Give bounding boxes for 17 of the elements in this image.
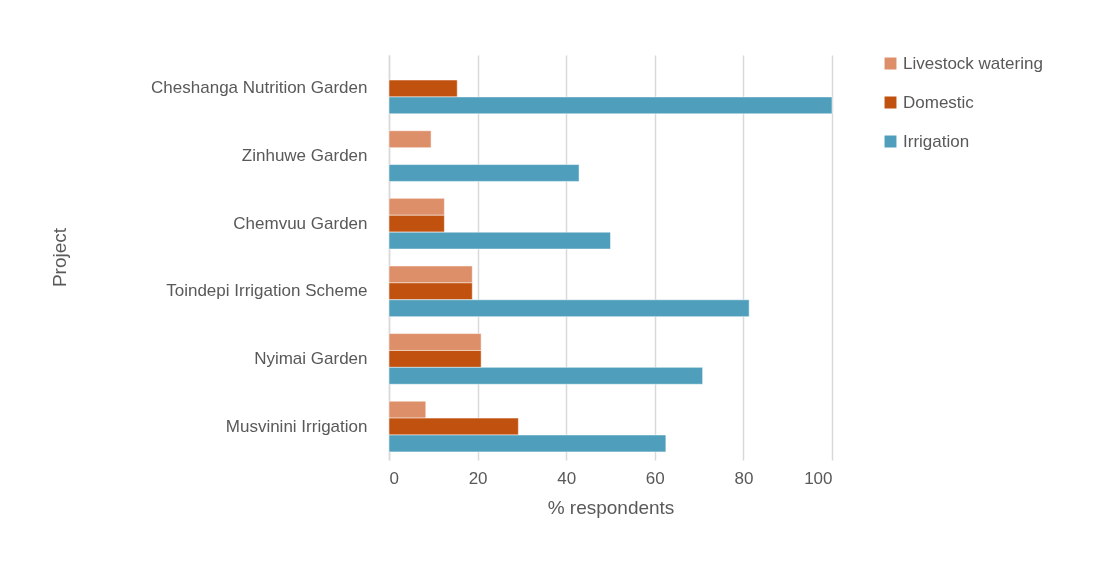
y-tick-label: Cheshanga Nutrition Garden — [151, 78, 368, 98]
y-tick-label: Chemvuu Garden — [233, 213, 368, 233]
x-tick-label: 80 — [734, 468, 754, 488]
x-tick-label: 100 — [804, 468, 833, 488]
x-tick-label: 0 — [389, 468, 399, 488]
y-axis-title: Project — [48, 227, 70, 288]
legend-label: Irrigation — [903, 131, 970, 151]
x-axis-title: % respondents — [547, 496, 675, 518]
legend-label: Livestock watering — [903, 53, 1043, 73]
y-tick-label: Toindepi Irrigation Scheme — [166, 281, 368, 301]
x-tick-label: 60 — [645, 468, 665, 488]
y-tick-label: Musvinini Irrigation — [225, 416, 368, 436]
x-tick-label: 40 — [557, 468, 577, 488]
x-tick-label: 20 — [468, 468, 488, 488]
legend-label: Domestic — [903, 92, 975, 112]
y-tick-label: Nyimai Garden — [254, 348, 368, 368]
y-tick-label: Zinhuwe Garden — [241, 146, 368, 166]
